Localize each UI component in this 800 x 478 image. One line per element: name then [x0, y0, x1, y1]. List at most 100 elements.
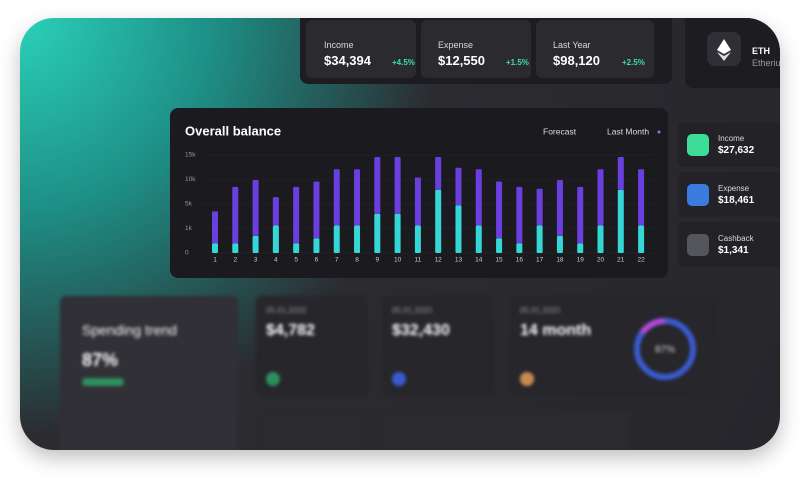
bar-segment [638, 169, 645, 226]
change: +2.5% [622, 58, 645, 67]
card [382, 410, 632, 450]
x-tick-label: 11 [415, 257, 422, 264]
value: $1,341 [718, 245, 749, 256]
bar-segment [516, 243, 523, 253]
bar-segment [617, 156, 624, 190]
bar-segment [212, 211, 218, 244]
bar-segment [313, 238, 320, 253]
dashboard: Income $34,394 +4.5% Expense $12,550 +1.… [20, 18, 780, 450]
date: 05.01.2020 [266, 306, 307, 315]
x-tick-label: 18 [556, 257, 564, 264]
value: $4,782 [266, 322, 315, 339]
change: +1.5% [506, 58, 529, 67]
bar-segment [597, 225, 604, 253]
bar-segment [435, 189, 442, 253]
bar-segment [394, 213, 401, 253]
chart-panel: Overall balance Forecast Last Month 0 1k 5… [170, 108, 668, 278]
cashback-icon [687, 234, 709, 256]
income-icon [687, 134, 709, 156]
y-tick-label: 15k [185, 152, 196, 159]
label: Cashback [718, 234, 754, 243]
x-tick-label: 2 [233, 257, 237, 264]
bar-segment [617, 189, 624, 253]
x-tick-label: 6 [315, 257, 319, 264]
period-select[interactable]: Last Month [607, 126, 649, 136]
bar-segment [496, 181, 503, 239]
top-panel: Income $34,394 +4.5% Expense $12,550 +1.… [300, 18, 672, 84]
bar-segment [272, 197, 279, 226]
x-tick-label: 4 [274, 257, 278, 264]
bar-segment [333, 225, 340, 253]
bar-segment [435, 156, 442, 190]
card [256, 410, 368, 450]
bar-segment [638, 225, 645, 253]
label: Last Year [553, 40, 591, 50]
y-tick-label: 0 [185, 250, 189, 257]
bar-segment [455, 205, 462, 253]
bar-segment [597, 169, 604, 226]
value: 87% [82, 350, 119, 370]
name: Etherium [752, 58, 780, 68]
bar-segment [496, 238, 503, 253]
bar-segment [516, 186, 523, 244]
income-card[interactable]: Income $34,394 +4.5% [306, 20, 416, 78]
label: Income [324, 40, 354, 50]
bar-segment [556, 235, 563, 253]
side-cashback[interactable]: Cashback $1,341 [678, 222, 780, 267]
dropdown-icon [657, 130, 661, 134]
x-tick-label: 16 [516, 257, 524, 264]
x-tick-label: 7 [335, 257, 339, 264]
bar-segment [313, 181, 320, 239]
bar-segment [333, 169, 340, 226]
coin-card[interactable]: ETH Etherium [685, 18, 780, 88]
x-tick-label: 17 [536, 257, 544, 264]
x-tick-label: 15 [495, 257, 503, 264]
label: Expense [718, 184, 750, 193]
forecast-button[interactable]: Forecast [543, 126, 577, 136]
bar-segment [293, 186, 300, 244]
bar-segment [414, 225, 421, 253]
bar-segment [252, 235, 259, 253]
y-tick-label: 10k [185, 176, 196, 183]
side-expense[interactable]: Expense $18,461 [678, 172, 780, 217]
bar-segment [475, 225, 482, 253]
icon [520, 372, 534, 386]
bar-segment [536, 225, 543, 253]
ring: 87% [634, 317, 696, 380]
y-tick-label: 1k [185, 225, 193, 232]
bar-segment [577, 243, 584, 253]
bar-segment [394, 156, 401, 214]
y-tick-label: 5k [185, 201, 193, 208]
chart: Overall balance Forecast Last Month 0 1k 5… [185, 123, 661, 264]
value: $34,394 [324, 53, 371, 68]
stat-card[interactable]: 05.01.2020 $4,782 [256, 296, 368, 396]
x-tick-label: 22 [637, 257, 645, 264]
label: Income [718, 134, 745, 143]
value: $98,120 [553, 53, 600, 68]
bar-segment [212, 243, 218, 253]
expense-card[interactable]: Expense $12,550 +1.5% [421, 20, 531, 78]
value: $27,632 [718, 145, 755, 156]
bar-segment [354, 225, 361, 253]
stat-card[interactable]: 05.01.2020 $32,430 [382, 296, 494, 396]
change: +4.5% [392, 58, 415, 67]
side-income[interactable]: Income $27,632 [678, 122, 780, 167]
value: $18,461 [718, 195, 755, 206]
bar-segment [577, 186, 584, 244]
x-tick-label: 3 [254, 257, 258, 264]
label: Expense [438, 40, 474, 50]
x-tick-label: 13 [455, 257, 463, 264]
bar-segment [414, 177, 421, 226]
bar-segment [536, 188, 543, 226]
bar-segment [374, 213, 381, 253]
bar-segment [252, 179, 259, 236]
ring-label: 87% [655, 345, 675, 356]
x-tick-label: 5 [294, 257, 298, 264]
icon [266, 372, 280, 386]
value: $32,430 [392, 322, 450, 339]
x-tick-label: 1 [213, 257, 217, 264]
last-year-card[interactable]: Last Year $98,120 +2.5% [536, 20, 654, 78]
x-tick-label: 10 [394, 257, 402, 264]
stat-card[interactable]: 05.01.2020 14 month 87% [510, 296, 716, 396]
